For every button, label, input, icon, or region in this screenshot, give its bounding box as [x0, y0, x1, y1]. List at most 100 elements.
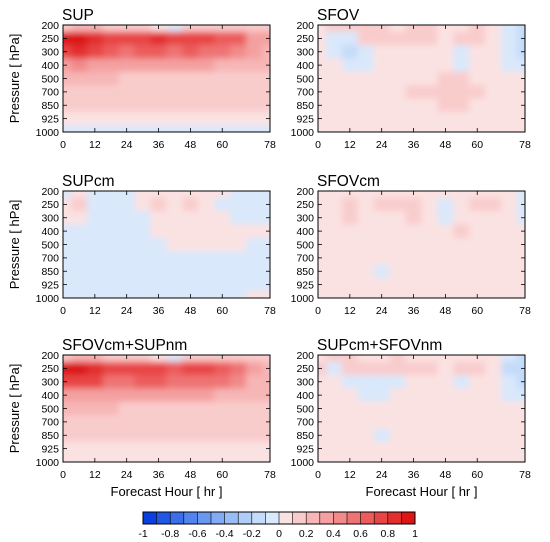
- heatmap-cell: [246, 455, 263, 462]
- heatmap-cell: [214, 361, 231, 376]
- y-tick-label: 250: [296, 199, 314, 211]
- x-tick-label: 78: [264, 469, 276, 481]
- colorbar-swatch: [224, 512, 239, 524]
- heatmap-cell: [373, 428, 391, 443]
- y-tick-label: 500: [41, 403, 59, 415]
- heatmap-cell: [421, 45, 439, 60]
- heatmap-cell: [134, 211, 152, 226]
- heatmap-cell: [517, 455, 525, 462]
- y-tick-label: 250: [296, 363, 314, 375]
- heatmap-cell: [325, 401, 343, 416]
- heatmap-cell: [389, 277, 407, 292]
- heatmap-cell: [341, 98, 359, 113]
- heatmap-cell: [421, 98, 439, 113]
- heatmap-cell: [341, 224, 359, 239]
- heatmap-cell: [70, 197, 88, 212]
- heatmap-cell: [118, 111, 136, 126]
- heatmap-cell: [182, 98, 199, 113]
- heatmap-cell: [373, 251, 391, 266]
- heatmap-cell: [230, 361, 247, 376]
- heatmap-cell: [134, 455, 152, 462]
- heatmap-cell: [246, 45, 263, 60]
- heatmap-cell: [485, 428, 502, 443]
- colorbar-tick-label: 0.2: [299, 528, 314, 540]
- heatmap-cell: [102, 211, 120, 226]
- heatmap-cell: [166, 237, 184, 252]
- heatmap-cell: [517, 191, 525, 199]
- heatmap-cell: [118, 375, 136, 390]
- heatmap-cell: [485, 111, 502, 126]
- heatmap-cell: [325, 455, 343, 462]
- heatmap-cell: [485, 251, 502, 266]
- heatmap-cell: [318, 237, 327, 252]
- heatmap-cell: [325, 31, 343, 46]
- heatmap-cell: [70, 388, 88, 403]
- heatmap-cell: [70, 441, 88, 456]
- heatmap-cell: [469, 58, 486, 73]
- heatmap-cell: [485, 388, 502, 403]
- heatmap-cell: [230, 375, 247, 390]
- heatmap-cell: [102, 111, 120, 126]
- heatmap-cell: [118, 441, 136, 456]
- y-tick-label: 200: [296, 350, 314, 362]
- heatmap-cell: [134, 361, 152, 376]
- heatmap-cell: [421, 415, 439, 430]
- heatmap-cell: [198, 291, 215, 298]
- heatmap-cell: [214, 211, 231, 226]
- heatmap-cell: [63, 85, 72, 100]
- heatmap-cell: [118, 211, 136, 226]
- heatmap-cell: [405, 277, 423, 292]
- heatmap-cell: [230, 191, 247, 199]
- y-tick-label: 250: [41, 33, 59, 45]
- heatmap-cell: [166, 85, 184, 100]
- heatmap-cells: [318, 355, 525, 462]
- heatmap-cell: [134, 237, 152, 252]
- heatmap-cell: [318, 197, 327, 212]
- heatmap-cell: [341, 264, 359, 279]
- heatmap-cell: [63, 277, 72, 292]
- heatmap-cell: [485, 45, 502, 60]
- heatmap-cell: [389, 25, 407, 33]
- heatmap-cell: [214, 441, 231, 456]
- heatmap-cell: [86, 388, 104, 403]
- heatmap-cell: [469, 441, 486, 456]
- heatmap-cell: [437, 197, 454, 212]
- x-tick-label: 60: [471, 139, 483, 151]
- heatmap-cell: [453, 211, 470, 226]
- heatmap-cell: [485, 375, 502, 390]
- heatmap-cell: [262, 191, 270, 199]
- heatmap-cell: [182, 401, 199, 416]
- heatmap-cell: [118, 401, 136, 416]
- heatmap-cell: [63, 428, 72, 443]
- heatmap-cell: [389, 291, 407, 298]
- heatmap-cell: [421, 455, 439, 462]
- heatmap-cell: [437, 237, 454, 252]
- heatmap-cell: [102, 428, 120, 443]
- heatmap-cell: [318, 224, 327, 239]
- y-tick-label: 1000: [291, 293, 315, 305]
- heatmap-cell: [198, 85, 215, 100]
- heatmap-cell: [325, 428, 343, 443]
- heatmap-cell: [63, 415, 72, 430]
- y-tick-label: 925: [296, 443, 314, 455]
- heatmap-cell: [453, 251, 470, 266]
- x-tick-label: 24: [121, 469, 133, 481]
- heatmap-cell: [421, 58, 439, 73]
- y-tick-label: 500: [41, 73, 59, 85]
- heatmap-cell: [373, 58, 391, 73]
- heatmap-cell: [230, 428, 247, 443]
- heatmap-cell: [86, 197, 104, 212]
- heatmap-cell: [357, 25, 375, 33]
- heatmap-cell: [501, 251, 518, 266]
- heatmap-cell: [230, 197, 247, 212]
- y-tick-label: 300: [41, 213, 59, 225]
- heatmap-cell: [453, 98, 470, 113]
- colorbar-swatch: [333, 512, 348, 524]
- heatmap-cell: [501, 455, 518, 462]
- heatmap-cell: [469, 264, 486, 279]
- heatmap-cell: [357, 31, 375, 46]
- heatmap-cell: [437, 415, 454, 430]
- heatmap-cell: [70, 355, 88, 363]
- heatmap-cell: [198, 237, 215, 252]
- x-tick-label: 36: [153, 139, 165, 151]
